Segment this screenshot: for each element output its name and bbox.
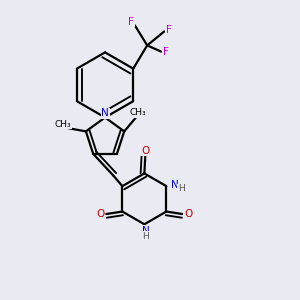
Text: O: O	[184, 209, 192, 219]
Text: O: O	[97, 209, 105, 219]
Text: H: H	[178, 184, 184, 193]
Text: O: O	[141, 146, 149, 156]
Text: CH₃: CH₃	[129, 108, 146, 117]
Text: N: N	[142, 226, 150, 236]
Text: F: F	[166, 25, 172, 35]
Text: H: H	[142, 232, 149, 241]
Text: N: N	[101, 108, 109, 118]
Text: CH₃: CH₃	[54, 120, 71, 129]
Text: F: F	[163, 46, 168, 57]
Text: N: N	[171, 180, 178, 190]
Text: F: F	[128, 16, 134, 26]
